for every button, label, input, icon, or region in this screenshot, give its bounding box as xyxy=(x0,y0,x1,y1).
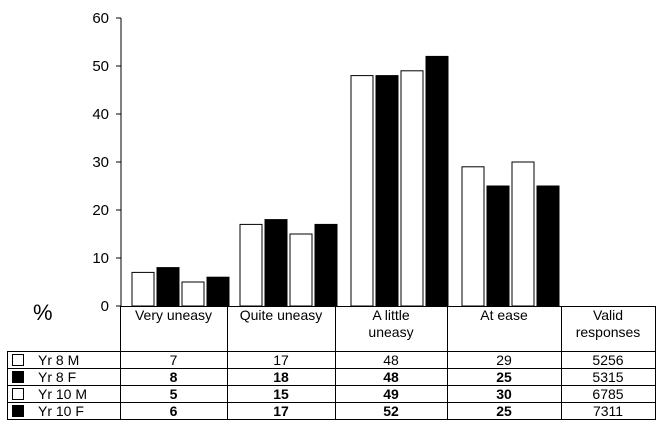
y-tick-label: 20 xyxy=(92,202,109,219)
data-table: Very uneasy Quite uneasy A little uneasy At … xyxy=(7,306,656,420)
series-label: Yr 10 M xyxy=(7,385,121,403)
table-cell: 6 xyxy=(119,402,228,420)
bar-yr-8-m-2 xyxy=(350,75,374,307)
bar-yr-8-m-1 xyxy=(239,223,263,307)
bar-yr-10-f-1 xyxy=(314,223,338,307)
legend-swatch xyxy=(12,388,24,400)
column-header: A little uneasy xyxy=(334,306,448,352)
bar-yr-8-f-2 xyxy=(375,75,399,307)
table-row: Yr 8 M 7 17 48 29 5256 xyxy=(7,351,656,369)
y-tick-label: 40 xyxy=(92,106,109,123)
table-cell: 5 xyxy=(119,385,228,403)
y-axis-label: % xyxy=(33,300,53,325)
bar-yr-10-f-3 xyxy=(536,185,560,307)
y-tick-label: 30 xyxy=(92,154,109,171)
table-header-row: Very uneasy Quite uneasy A little uneasy At … xyxy=(8,306,656,352)
y-tick-label: 60 xyxy=(92,10,109,27)
table-row: Yr 8 F 8 18 48 25 5315 xyxy=(7,368,656,386)
bar-yr-10-f-2 xyxy=(425,55,449,307)
table-cell: 8 xyxy=(119,368,228,386)
bar-yr-8-m-3 xyxy=(461,166,485,307)
valid-responses-cell: 5315 xyxy=(560,368,656,386)
valid-responses-cell: 6785 xyxy=(560,385,656,403)
y-tick-label: 10 xyxy=(92,250,109,267)
bar-yr-8-f-0 xyxy=(156,267,180,307)
bar-yr-10-f-0 xyxy=(206,276,230,307)
valid-responses-cell: 7311 xyxy=(560,402,656,420)
table-cell: 17 xyxy=(226,402,336,420)
table-cell: 18 xyxy=(226,368,336,386)
bar-yr-8-f-1 xyxy=(264,219,288,307)
table-cell: 48 xyxy=(334,368,448,386)
y-axis: 0 10 20 30 40 50 60 xyxy=(92,10,122,315)
valid-responses-cell: 5256 xyxy=(560,351,656,369)
bar-yr-10-m-0 xyxy=(181,281,205,307)
series-label: Yr 8 M xyxy=(7,351,121,369)
bars xyxy=(131,55,560,307)
bar-yr-8-m-0 xyxy=(131,271,155,307)
bar-yr-10-m-2 xyxy=(400,70,424,307)
y-tick-label: 0 xyxy=(101,298,109,315)
table-row: Yr 10 F 6 17 52 25 7311 xyxy=(7,402,656,420)
table-cell: 29 xyxy=(446,351,562,369)
bar-yr-8-f-3 xyxy=(486,185,510,307)
column-header: Quite uneasy xyxy=(226,306,336,352)
table-cell: 30 xyxy=(446,385,562,403)
column-header: Valid responses xyxy=(560,306,656,352)
column-header: Very uneasy xyxy=(119,306,228,352)
table-cell: 17 xyxy=(226,351,336,369)
legend-swatch xyxy=(12,371,24,383)
column-header: At ease xyxy=(446,306,562,352)
bar-yr-10-m-3 xyxy=(511,161,535,307)
table-cell: 49 xyxy=(334,385,448,403)
table-cell: 25 xyxy=(446,402,562,420)
y-tick-label: 50 xyxy=(92,58,109,75)
legend-swatch xyxy=(12,405,24,417)
legend-swatch xyxy=(12,354,24,366)
table-cell: 7 xyxy=(119,351,228,369)
series-label: Yr 10 F xyxy=(7,402,121,420)
bar-yr-10-m-1 xyxy=(289,233,313,307)
table-cell: 48 xyxy=(334,351,448,369)
series-label: Yr 8 F xyxy=(7,368,121,386)
table-cell: 25 xyxy=(446,368,562,386)
table-cell: 15 xyxy=(226,385,336,403)
table-corner xyxy=(8,307,121,352)
table-cell: 52 xyxy=(334,402,448,420)
table-row: Yr 10 M 5 15 49 30 6785 xyxy=(7,385,656,403)
